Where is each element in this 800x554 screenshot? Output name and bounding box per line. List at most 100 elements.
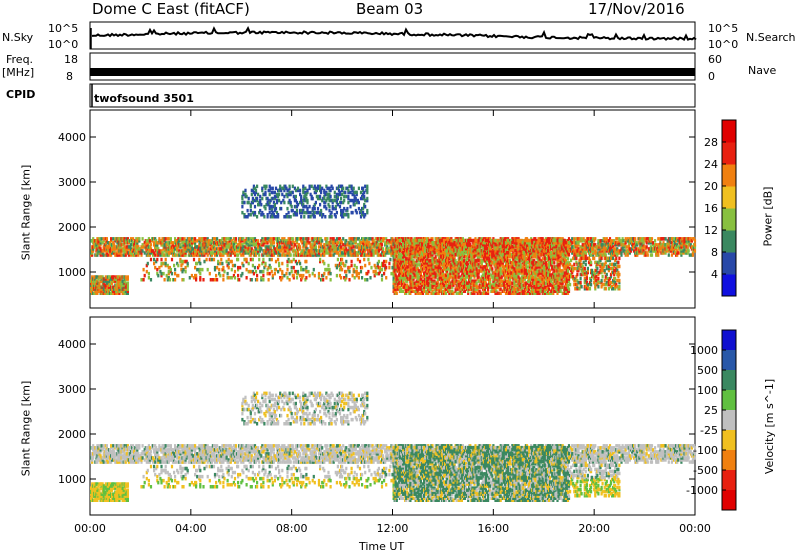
powerData-cell [576,245,579,249]
powerData-cell [675,245,678,249]
powerData-cell [225,237,228,241]
powerData-cell [127,241,130,245]
powerData-cell [638,249,641,253]
powerData-cell [346,249,349,253]
powerData-cell [472,242,475,247]
powerData-cell [367,243,370,247]
powerData-cell [470,275,473,279]
powerData-cell [95,243,98,247]
powerData-cell [117,247,120,251]
powerData-cell [236,249,239,253]
powerData-cell [659,247,662,251]
powerData-cell [323,253,326,257]
powerData-cell [405,259,408,263]
powerData-cell [427,242,430,247]
powerData-cell [599,245,602,249]
powerData-cell [608,237,612,241]
powerData-cell [288,239,291,243]
powerData-cell [586,245,589,249]
powerData-cell [635,247,638,251]
powerData-cell [451,261,454,265]
powerData-cell [521,285,524,289]
powerData-cell [467,289,470,293]
powerData-cell [173,249,176,253]
powerData-cell [105,239,108,243]
powerData-cell [573,245,576,249]
powerData-cell [486,283,489,287]
powerData-cell [502,265,505,269]
powerData-cell [329,237,332,241]
powerData-cell [522,273,525,277]
powerData-cell [364,249,367,253]
powerData-cell [287,249,290,253]
powerData-cell [649,241,652,245]
powerData-cell [601,249,604,253]
powerData-cell [450,259,453,263]
powerData-cell [400,275,404,279]
powerData-cell [427,291,430,295]
powerData-cell [507,267,510,271]
powerData-cell [448,261,451,265]
powerData-cell [222,251,225,255]
powerData-cell [320,249,323,253]
powerData-cell [642,243,645,247]
powerData-cell [459,249,462,253]
powerData-cell [340,239,343,243]
powerData-cell [222,253,225,257]
powerData-cell [662,241,665,245]
powerData-cell [521,269,524,273]
powerData-cell [423,263,426,267]
powerData-cell [680,247,683,251]
powerData-cell [385,237,388,241]
powerData-cell [113,245,116,249]
powerData-cell [426,275,429,279]
powerData-cell [385,243,388,247]
powerData-cell [514,240,517,245]
powerData-cell [626,253,629,257]
powerData-cell [272,249,275,253]
powerData-cell [670,253,673,257]
powerData-cell [320,243,323,247]
powerData-cell [408,255,411,259]
powerData-cell [104,245,107,249]
powerData-cell [503,259,506,263]
powerData-cell [167,241,170,245]
powerData-cell [410,289,413,293]
powerData-cell [264,239,267,243]
powerData-cell [570,239,573,243]
powerData-cell [110,253,113,257]
powerData-cell [208,239,211,243]
powerData-cell [425,246,428,251]
powerData-cell [417,249,420,253]
powerData-cell [423,251,426,255]
powerData-cell [234,241,238,245]
powerData-cell [371,243,374,247]
powerData-cell [194,239,197,243]
powerData-cell [685,249,688,253]
powerData-cell [334,245,337,249]
powerData-cell [524,267,527,271]
powerData-cell [265,245,268,249]
powerData-cell [179,245,182,249]
powerData-cell [454,253,457,257]
powerData-cell [655,249,658,253]
powerData-cell [484,255,488,259]
powerData-cell [146,253,149,257]
powerData-cell [439,263,442,267]
powerData-cell [335,243,338,247]
powerData-cell [295,241,299,245]
cpid-label: CPID [6,88,36,101]
powerData-cell [312,239,315,243]
powerData-cell [592,249,595,253]
powerData-cell [328,243,331,247]
powerData-cell [480,265,483,269]
powerData-cell [644,239,647,243]
powerData-cell [453,240,456,245]
powerData-cell [344,253,347,257]
powerData-cell [102,253,105,257]
powerData-cell [683,239,686,243]
powerData-cell [577,243,580,247]
powerData-cell [410,249,413,253]
powerData-cell [174,247,177,251]
powerData-cell [626,251,629,255]
